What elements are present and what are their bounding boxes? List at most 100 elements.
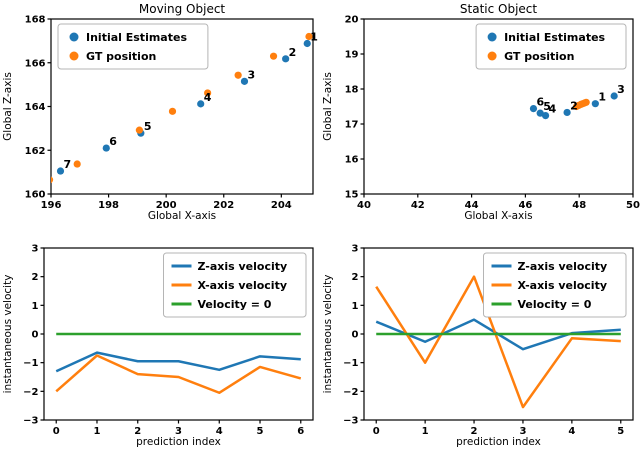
scatter-point xyxy=(234,71,242,79)
y-tick-label: 15 xyxy=(345,190,359,201)
x-tick-label: 0 xyxy=(373,426,380,437)
scatter-point xyxy=(56,167,65,175)
scatter-point xyxy=(282,55,290,63)
y-axis-label: Global Z-axis xyxy=(322,72,334,141)
y-tick-label: −2 xyxy=(343,387,358,398)
subplot-moving-object: 196 198 200 202 204 160 162 164 166 168 Moving Obj… xyxy=(0,0,320,226)
point-label: 7 xyxy=(64,158,72,171)
point-label: 2 xyxy=(289,46,297,59)
y-tick-label: 164 xyxy=(25,102,46,113)
y-tick-label: 2 xyxy=(32,272,39,283)
legend-box xyxy=(475,23,627,70)
legend-label: GT position xyxy=(86,50,156,63)
scatter-point xyxy=(240,77,249,85)
y-tick-label: 0 xyxy=(32,330,39,341)
scatter-point xyxy=(102,144,110,152)
scatter-point xyxy=(536,109,544,117)
x-tick-label: 1 xyxy=(422,426,429,437)
y-tick-label: −3 xyxy=(343,416,358,427)
point-label: 5 xyxy=(144,120,152,133)
x-tick-label: 2 xyxy=(134,426,141,437)
x-tick-label: 46 xyxy=(518,200,532,211)
y-tick-label: 16 xyxy=(345,155,359,166)
scatter-point xyxy=(305,32,313,41)
x-axis-label: Global X-axis xyxy=(148,210,216,222)
scatter-point xyxy=(563,108,571,117)
x-tick-label: 204 xyxy=(271,200,292,211)
point-label: 3 xyxy=(617,83,625,96)
x-tick-label: 198 xyxy=(98,200,119,211)
scatter-point xyxy=(51,176,54,184)
legend-label: Z-axis velocity xyxy=(518,260,608,273)
x-tick-label: 0 xyxy=(53,426,60,437)
y-tick-label: 18 xyxy=(345,85,359,96)
line-series-orange xyxy=(55,354,302,395)
scatter-point xyxy=(197,100,205,108)
y-tick-label: 17 xyxy=(345,120,359,131)
point-label: 3 xyxy=(247,68,255,81)
chart-title: Moving Object xyxy=(139,2,226,16)
y-tick-label: −1 xyxy=(343,358,358,369)
legend-box xyxy=(483,252,627,318)
x-tick-label: 5 xyxy=(617,426,624,437)
legend-label: GT position xyxy=(504,50,574,63)
y-tick-label: 1 xyxy=(32,301,39,312)
y-tick-label: 3 xyxy=(32,244,39,255)
point-label: 2 xyxy=(570,99,578,112)
x-tick-label: 48 xyxy=(572,200,586,211)
x-tick-label: 2 xyxy=(471,426,478,437)
scatter-point xyxy=(269,52,278,60)
y-axis-label: instantaneous velocity xyxy=(2,275,14,394)
scatter-point xyxy=(529,105,538,113)
legend-label: Initial Estimates xyxy=(86,31,187,44)
legend-label: Velocity = 0 xyxy=(518,298,592,311)
y-tick-label: 160 xyxy=(25,190,46,201)
x-tick-label: 44 xyxy=(465,200,479,211)
y-tick-label: 0 xyxy=(352,330,359,341)
scatter-point xyxy=(610,92,618,100)
line-series-blue xyxy=(55,351,301,373)
line-series-orange xyxy=(375,275,621,409)
point-label: 4 xyxy=(204,91,212,104)
point-label: 1 xyxy=(598,91,606,104)
legend-label: X-axis velocity xyxy=(518,279,608,292)
legend-dot-swatch xyxy=(69,51,79,61)
point-label: 6 xyxy=(536,96,544,109)
scatter-point xyxy=(591,100,599,108)
y-tick-label: 1 xyxy=(352,301,359,312)
legend-label: Z-axis velocity xyxy=(198,260,288,273)
y-tick-label: 19 xyxy=(345,50,359,61)
y-axis-label: Global Z-axis xyxy=(2,72,14,141)
x-tick-label: 42 xyxy=(411,200,425,211)
x-tick-label: 6 xyxy=(297,426,304,437)
x-tick-label: 50 xyxy=(626,200,640,211)
y-tick-label: 3 xyxy=(352,244,359,255)
legend-label: Initial Estimates xyxy=(504,31,605,44)
y-tick-label: 20 xyxy=(345,15,359,26)
plot-area xyxy=(375,275,621,409)
point-label: 4 xyxy=(549,103,557,116)
scatter-point xyxy=(303,39,311,48)
scatter-point xyxy=(168,107,177,115)
plot-area xyxy=(55,332,302,395)
legend-dot-swatch xyxy=(69,32,79,42)
scatter-point xyxy=(582,98,590,106)
point-label: 1 xyxy=(310,31,318,44)
x-tick-label: 200 xyxy=(156,200,177,211)
legend-dot-swatch xyxy=(487,51,497,61)
x-tick-label: 4 xyxy=(568,426,575,437)
x-axis-label: prediction index xyxy=(456,436,541,448)
scatter-point xyxy=(204,89,212,97)
y-tick-label: 2 xyxy=(352,272,359,283)
chart-title: Static Object xyxy=(460,2,538,16)
x-tick-label: 4 xyxy=(216,426,223,437)
legend-label: Velocity = 0 xyxy=(198,298,272,311)
legend-dot-swatch xyxy=(487,32,497,42)
subplot-static-object: 40 42 44 46 48 50 15 16 17 18 19 20 Static Object Glo… xyxy=(320,0,640,226)
y-tick-label: −2 xyxy=(23,387,38,398)
x-tick-label: 40 xyxy=(357,200,371,211)
x-axis-label: prediction index xyxy=(136,436,221,448)
